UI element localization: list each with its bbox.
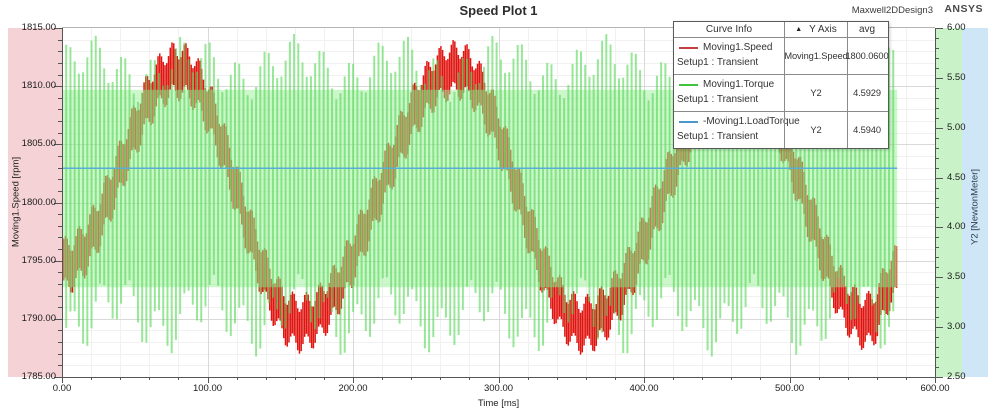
right-axis-tick-label: 3.00 <box>947 321 966 333</box>
curve-setup: Setup1 : Transient <box>677 131 759 142</box>
curve-color-swatch <box>679 46 698 49</box>
right-axis-tick-label: 5.50 <box>947 71 966 83</box>
x-axis-tick-label: 100.00 <box>192 383 223 394</box>
left-axis-tick-label: 1795.00 <box>21 254 56 266</box>
left-axis-tick-label: 1790.00 <box>21 312 56 324</box>
x-axis-tick-label: 500.00 <box>774 383 805 394</box>
legend-header-y-axis-label: Y Axis <box>809 24 837 35</box>
x-axis-tick-label: 400.00 <box>629 383 659 394</box>
left-axis-tick-label: 1805.00 <box>21 138 56 150</box>
legend-table: Curve Info ▲ Y Axis avg Moving1.Speed Se… <box>673 21 889 149</box>
right-axis-tick-label: 5.00 <box>947 121 966 133</box>
x-axis-tick-label: 200.00 <box>338 383 368 394</box>
legend-header-avg[interactable]: avg <box>847 22 886 37</box>
legend-row-speed[interactable]: Moving1.Speed Setup1 : Transient Moving1… <box>674 37 889 74</box>
right-axis-tick-label: 2.50 <box>947 371 966 382</box>
legend-row-loadtorque[interactable]: -Moving1.LoadTorque Setup1 : Transient Y… <box>674 111 888 148</box>
right-axis-tick-label: 3.50 <box>947 271 966 283</box>
curve-y-axis: Y2 <box>784 112 847 148</box>
left-axis-tick-label: 1815.00 <box>21 22 56 33</box>
sort-ascending-icon: ▲ <box>795 26 803 33</box>
legend-header-y-axis[interactable]: ▲ Y Axis <box>784 22 847 37</box>
curve-color-swatch <box>679 120 698 123</box>
curve-avg: 1800.0600 <box>845 38 889 74</box>
curve-name: -Moving1.LoadTorque <box>703 116 800 127</box>
curve-setup: Setup1 : Transient <box>677 94 759 105</box>
left-axis-tick-label: 1800.00 <box>21 196 56 208</box>
left-axis-tick-label: 1810.00 <box>21 80 56 92</box>
x-axis-tick-label: 600.00 <box>920 383 950 394</box>
x-axis-tick-label: 300.00 <box>483 383 514 394</box>
curve-name: Moving1.Speed <box>703 42 773 53</box>
curve-avg: 4.5940 <box>847 112 886 148</box>
curve-name: Moving1.Torque <box>703 79 775 90</box>
legend-header-row: Curve Info ▲ Y Axis avg <box>674 22 888 37</box>
curve-color-swatch <box>679 83 698 86</box>
legend-row-torque[interactable]: Moving1.Torque Setup1 : Transient Y2 4.5… <box>674 74 888 111</box>
curve-y-axis: Moving1.Speed <box>784 38 848 74</box>
curve-y-axis: Y2 <box>784 75 847 111</box>
x-axis-title: Time [ms] <box>477 398 520 409</box>
curve-setup: Setup1 : Transient <box>677 57 759 68</box>
right-axis-tick-label: 6.00 <box>947 22 966 33</box>
right-axis-tick-label: 4.50 <box>947 171 966 183</box>
right-axis-tick-label: 4.00 <box>947 221 966 233</box>
curve-avg: 4.5929 <box>847 75 886 111</box>
left-axis-tick-label: 1785.00 <box>21 371 56 382</box>
x-axis-tick-label: 0.00 <box>52 383 72 394</box>
legend-header-curve-info[interactable]: Curve Info <box>705 24 753 35</box>
